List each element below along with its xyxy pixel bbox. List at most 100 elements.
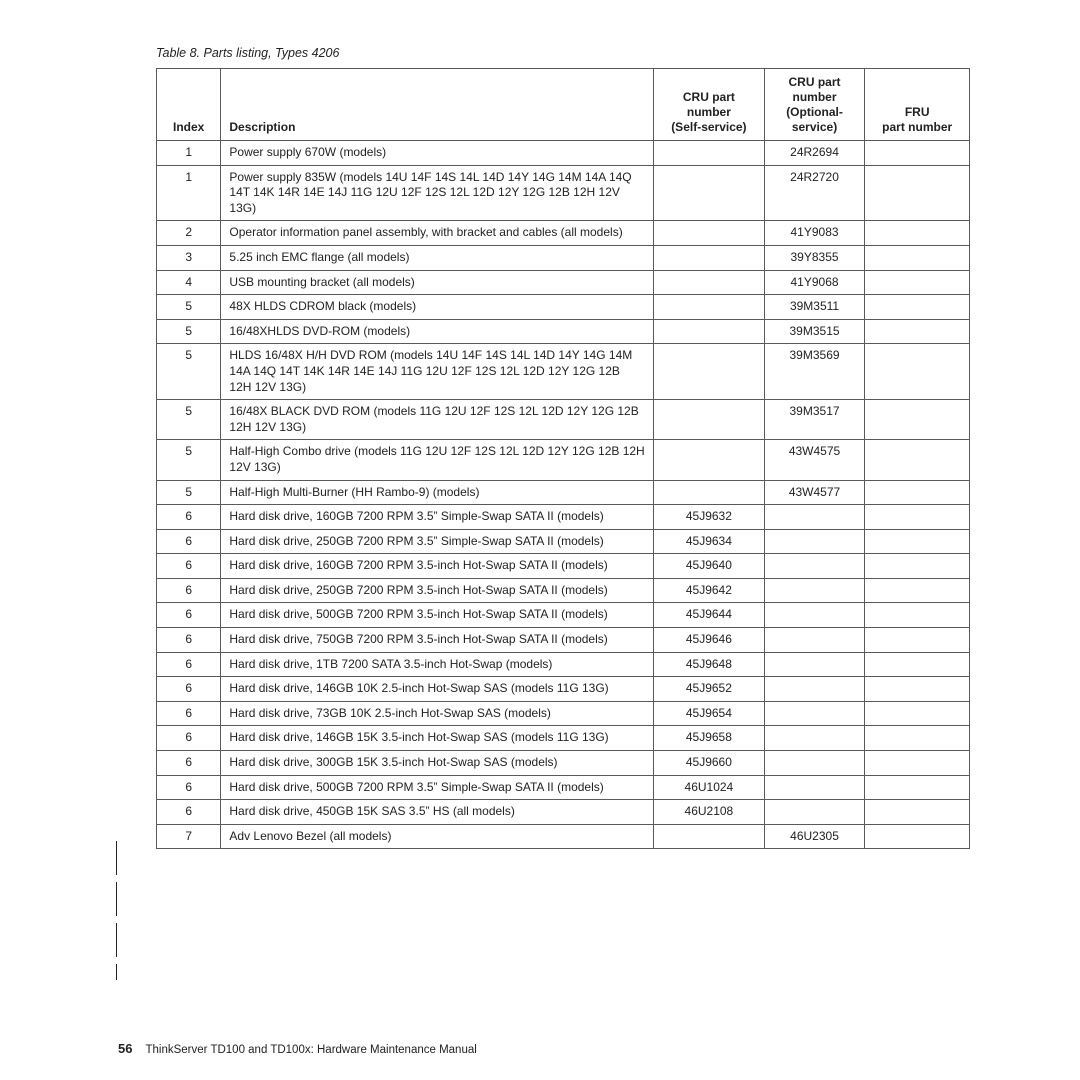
cell-desc: Hard disk drive, 750GB 7200 RPM 3.5-inch…: [221, 628, 654, 653]
table-row: 6Hard disk drive, 250GB 7200 RPM 3.5-inc…: [157, 578, 970, 603]
cell-self: 46U2108: [654, 800, 765, 825]
cell-fru: [865, 726, 970, 751]
table-row: 7Adv Lenovo Bezel (all models) 46U2305: [157, 824, 970, 849]
cell-fru: [865, 677, 970, 702]
cell-index: 6: [157, 775, 221, 800]
cell-index: 6: [157, 628, 221, 653]
cell-index: 6: [157, 726, 221, 751]
cell-desc: Hard disk drive, 146GB 10K 2.5-inch Hot-…: [221, 677, 654, 702]
cell-self: [654, 824, 765, 849]
cell-opt: 43W4575: [764, 440, 865, 480]
cell-desc: Hard disk drive, 250GB 7200 RPM 3.5-inch…: [221, 578, 654, 603]
cell-index: 6: [157, 578, 221, 603]
cell-index: 5: [157, 295, 221, 320]
cell-self: 45J9660: [654, 751, 765, 776]
cell-fru: [865, 603, 970, 628]
table-row: 6Hard disk drive, 73GB 10K 2.5-inch Hot-…: [157, 701, 970, 726]
cell-index: 7: [157, 824, 221, 849]
cell-self: [654, 319, 765, 344]
cell-opt: 39M3511: [764, 295, 865, 320]
cell-opt: 39Y8355: [764, 245, 865, 270]
cell-desc: 16/48XHLDS DVD-ROM (models): [221, 319, 654, 344]
cell-index: 6: [157, 505, 221, 530]
table-row: 516/48X BLACK DVD ROM (models 11G 12U 12…: [157, 400, 970, 440]
cell-fru: [865, 480, 970, 505]
cell-index: 5: [157, 440, 221, 480]
cell-self: [654, 221, 765, 246]
col-index: Index: [157, 69, 221, 141]
cell-self: [654, 295, 765, 320]
cell-self: 45J9658: [654, 726, 765, 751]
table-row: 6Hard disk drive, 160GB 7200 RPM 3.5” Si…: [157, 505, 970, 530]
cell-opt: [764, 701, 865, 726]
cell-desc: Hard disk drive, 160GB 7200 RPM 3.5-inch…: [221, 554, 654, 579]
cell-index: 6: [157, 554, 221, 579]
cell-desc: Adv Lenovo Bezel (all models): [221, 824, 654, 849]
table-row: 6Hard disk drive, 450GB 15K SAS 3.5” HS …: [157, 800, 970, 825]
cell-desc: Half-High Multi-Burner (HH Rambo-9) (mod…: [221, 480, 654, 505]
cell-self: [654, 480, 765, 505]
cell-opt: [764, 726, 865, 751]
cell-opt: 46U2305: [764, 824, 865, 849]
cell-self: [654, 400, 765, 440]
cell-desc: 5.25 inch EMC flange (all models): [221, 245, 654, 270]
cell-self: [654, 141, 765, 166]
cell-self: 45J9632: [654, 505, 765, 530]
cell-fru: [865, 628, 970, 653]
cell-fru: [865, 529, 970, 554]
cell-self: [654, 245, 765, 270]
cell-index: 6: [157, 652, 221, 677]
changebar: [116, 923, 118, 957]
cell-self: 45J9646: [654, 628, 765, 653]
cell-self: 45J9644: [654, 603, 765, 628]
changebar: [116, 841, 118, 875]
col-fru: FRUpart number: [865, 69, 970, 141]
cell-fru: [865, 701, 970, 726]
cell-desc: 16/48X BLACK DVD ROM (models 11G 12U 12F…: [221, 400, 654, 440]
cell-self: [654, 440, 765, 480]
cell-opt: [764, 505, 865, 530]
cell-desc: Operator information panel assembly, wit…: [221, 221, 654, 246]
page-number: 56: [118, 1041, 132, 1056]
cell-desc: Hard disk drive, 146GB 15K 3.5-inch Hot-…: [221, 726, 654, 751]
table-body: 1Power supply 670W (models)24R26941Power…: [157, 141, 970, 849]
parts-table: Index Description CRU partnumber(Self-se…: [156, 68, 970, 849]
table-row: 6Hard disk drive, 146GB 10K 2.5-inch Hot…: [157, 677, 970, 702]
cell-opt: [764, 603, 865, 628]
cell-fru: [865, 505, 970, 530]
cell-fru: [865, 221, 970, 246]
cell-desc: Power supply 835W (models 14U 14F 14S 14…: [221, 165, 654, 221]
table-row: 6Hard disk drive, 300GB 15K 3.5-inch Hot…: [157, 751, 970, 776]
cell-index: 6: [157, 800, 221, 825]
cell-self: 45J9640: [654, 554, 765, 579]
table-row: 548X HLDS CDROM black (models) 39M3511: [157, 295, 970, 320]
cell-index: 2: [157, 221, 221, 246]
table-row: 5Half-High Combo drive (models 11G 12U 1…: [157, 440, 970, 480]
col-self: CRU partnumber(Self-service): [654, 69, 765, 141]
cell-desc: Hard disk drive, 450GB 15K SAS 3.5” HS (…: [221, 800, 654, 825]
col-desc: Description: [221, 69, 654, 141]
table-row: 1Power supply 670W (models)24R2694: [157, 141, 970, 166]
cell-desc: Hard disk drive, 1TB 7200 SATA 3.5-inch …: [221, 652, 654, 677]
col-opt: CRU partnumber(Optional-service): [764, 69, 865, 141]
cell-desc: 48X HLDS CDROM black (models): [221, 295, 654, 320]
cell-fru: [865, 400, 970, 440]
cell-opt: [764, 800, 865, 825]
cell-self: 45J9652: [654, 677, 765, 702]
cell-desc: Hard disk drive, 500GB 7200 RPM 3.5” Sim…: [221, 775, 654, 800]
cell-opt: [764, 554, 865, 579]
cell-index: 1: [157, 141, 221, 166]
cell-desc: Hard disk drive, 160GB 7200 RPM 3.5” Sim…: [221, 505, 654, 530]
cell-self: [654, 344, 765, 400]
cell-fru: [865, 554, 970, 579]
cell-opt: [764, 751, 865, 776]
cell-opt: 39M3515: [764, 319, 865, 344]
cell-desc: Power supply 670W (models): [221, 141, 654, 166]
cell-index: 6: [157, 603, 221, 628]
table-row: 6Hard disk drive, 250GB 7200 RPM 3.5” Si…: [157, 529, 970, 554]
changebar: [116, 882, 118, 916]
cell-opt: [764, 677, 865, 702]
cell-opt: 41Y9083: [764, 221, 865, 246]
table-row: 6Hard disk drive, 500GB 7200 RPM 3.5-inc…: [157, 603, 970, 628]
cell-index: 6: [157, 751, 221, 776]
